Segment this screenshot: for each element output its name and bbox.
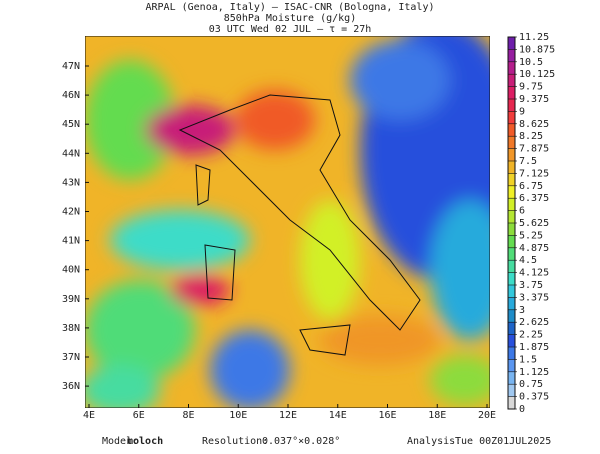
colorbar-label: 3.375 (519, 292, 549, 303)
colorbar-swatch (508, 396, 515, 409)
colorbar-swatch (508, 49, 515, 62)
colorbar-swatch (508, 235, 515, 248)
title-line: 03 UTC Wed 02 JUL – τ = 27h (209, 24, 372, 35)
colorbar-swatch (508, 74, 515, 87)
colorbar-swatch (508, 86, 515, 99)
lon-label: 20E (478, 410, 496, 421)
lat-label: 37N (62, 352, 80, 363)
colorbar-label: 3.75 (519, 280, 543, 291)
colorbar-label: 2.25 (519, 330, 543, 341)
colorbar-label: 10.5 (519, 57, 543, 68)
lat-label: 38N (62, 323, 80, 334)
lat-label: 47N (62, 61, 80, 72)
title-line: ARPAL (Genoa, Italy) – ISAC-CNR (Bologna… (146, 2, 435, 13)
colorbar-frame (507, 36, 516, 410)
colorbar-label: 7.875 (519, 144, 549, 155)
lat-label: 41N (62, 236, 80, 247)
colorbar-swatch (508, 272, 515, 285)
colorbar-label: 6 (519, 206, 525, 217)
colorbar-swatch (508, 198, 515, 211)
lat-label: 45N (62, 119, 80, 130)
colorbar-label: 9.375 (519, 94, 549, 105)
colorbar-swatch (508, 61, 515, 75)
colorbar-swatch (508, 136, 515, 149)
colorbar-swatch (508, 371, 515, 385)
colorbar-label: 0.75 (519, 379, 543, 390)
colorbar-swatch (508, 247, 515, 261)
colorbar-swatch (508, 37, 515, 50)
colorbar-label: 9.75 (519, 82, 543, 93)
lon-label: 10E (229, 410, 247, 421)
lon-label: 18E (428, 410, 446, 421)
lat-label: 44N (62, 148, 80, 159)
lon-label: 4E (83, 410, 95, 421)
colorbar-swatch (508, 334, 515, 347)
colorbar-swatch (508, 260, 515, 273)
colorbar-label: 7.5 (519, 156, 537, 167)
colorbar-swatch (508, 347, 515, 360)
footer-value: Tue 00Z01JUL2025 (455, 436, 551, 447)
colorbar-label: 1.125 (519, 367, 549, 378)
colorbar-swatch (508, 297, 515, 310)
colorbar-label: 6.375 (519, 193, 549, 204)
colorbar-label: 4.125 (519, 268, 549, 279)
lat-label: 42N (62, 207, 80, 218)
colorbar-label: 11.25 (519, 32, 549, 43)
colorbar-swatch (508, 384, 515, 397)
colorbar-label: 8.625 (519, 119, 549, 130)
colorbar-label: 8.25 (519, 131, 543, 142)
lat-label: 40N (62, 265, 80, 276)
lon-label: 14E (329, 410, 347, 421)
title-line: 850hPa Moisture (g/kg) (224, 13, 356, 24)
colorbar-swatch (508, 359, 515, 372)
colorbar-swatch (508, 161, 515, 174)
colorbar-swatch (508, 173, 515, 186)
colorbar-label: 7.125 (519, 168, 549, 179)
footer-label: Analysis: (407, 436, 461, 447)
colorbar-label: 9 (519, 106, 525, 117)
lon-label: 6E (133, 410, 145, 421)
lat-label: 46N (62, 90, 80, 101)
footer-label: Model: (102, 436, 138, 447)
colorbar-swatch (508, 123, 515, 137)
lat-label: 39N (62, 294, 80, 305)
colorbar-label: 4.875 (519, 243, 549, 254)
colorbar-label: 10.125 (519, 69, 555, 80)
lat-label: 43N (62, 177, 80, 188)
colorbar-swatch (508, 99, 515, 112)
colorbar-label: 6.75 (519, 181, 543, 192)
moisture-field (85, 36, 490, 408)
colorbar-label: 4.5 (519, 255, 537, 266)
lon-label: 8E (182, 410, 194, 421)
colorbar-label: 0 (519, 404, 525, 415)
colorbar-label: 1.875 (519, 342, 549, 353)
footer-value: 0.037°×0.028° (262, 436, 340, 447)
lon-label: 12E (279, 410, 297, 421)
colorbar-label: 3 (519, 305, 525, 316)
colorbar-label: 2.625 (519, 317, 549, 328)
colorbar-label: 0.375 (519, 392, 549, 403)
colorbar-label: 5.25 (519, 230, 543, 241)
footer-label: Resolution: (202, 436, 268, 447)
colorbar-swatch (508, 322, 515, 335)
colorbar-swatch (508, 111, 515, 124)
colorbar-label: 5.625 (519, 218, 549, 229)
colorbar-swatch (508, 285, 515, 298)
colorbar-swatch (508, 223, 515, 236)
lon-label: 16E (378, 410, 396, 421)
lat-label: 36N (62, 381, 80, 392)
colorbar-swatch (508, 210, 515, 223)
colorbar-label: 10.875 (519, 44, 555, 55)
footer-value: moloch (127, 436, 163, 447)
colorbar-label: 1.5 (519, 354, 537, 365)
colorbar-swatch (508, 185, 515, 199)
colorbar-swatch (508, 148, 515, 161)
colorbar-swatch (508, 309, 515, 323)
